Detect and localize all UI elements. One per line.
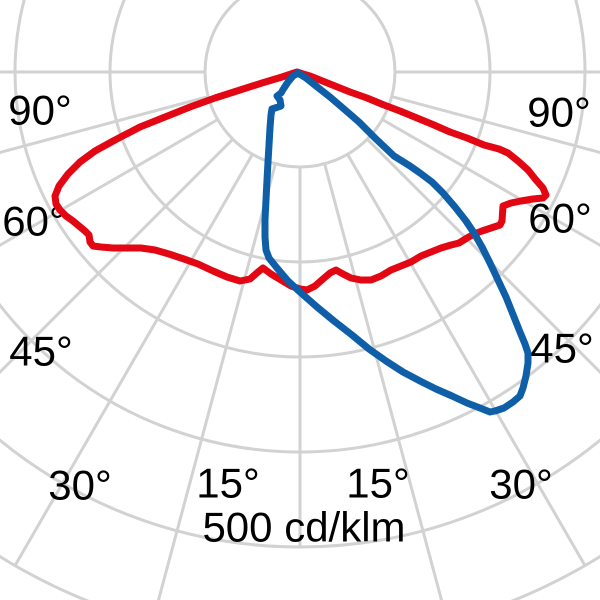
angle-label-5: 15° [346, 460, 410, 507]
red-curve [51, 68, 550, 294]
grid-radial-75deg [391, 95, 600, 154]
angle-label-0: 90° [8, 87, 72, 134]
angle-label-9: 90° [527, 89, 591, 136]
angle-label-8: 60° [528, 195, 592, 242]
grid-radial--75deg [0, 95, 209, 154]
grid-radial-45deg [366, 138, 600, 375]
grid-radial--60deg [0, 118, 219, 247]
angle-label-2: 45° [9, 328, 73, 375]
angle-label-3: 30° [48, 462, 112, 509]
grid-radial-30deg [346, 153, 587, 567]
grid-radial-60deg [381, 118, 600, 247]
angle-label-6: 30° [489, 461, 553, 508]
angle-label-4: 15° [196, 460, 260, 507]
scale-label: 500 cd/klm [202, 504, 405, 551]
blue-curve [261, 69, 532, 416]
angle-label-7: 45° [530, 325, 594, 372]
grid-radial--15deg [156, 163, 277, 600]
grid-radial--45deg [0, 138, 234, 375]
grid-ring-100 [203, 0, 397, 169]
grid-radial-15deg [323, 163, 444, 600]
grid-radial--30deg [13, 153, 254, 567]
